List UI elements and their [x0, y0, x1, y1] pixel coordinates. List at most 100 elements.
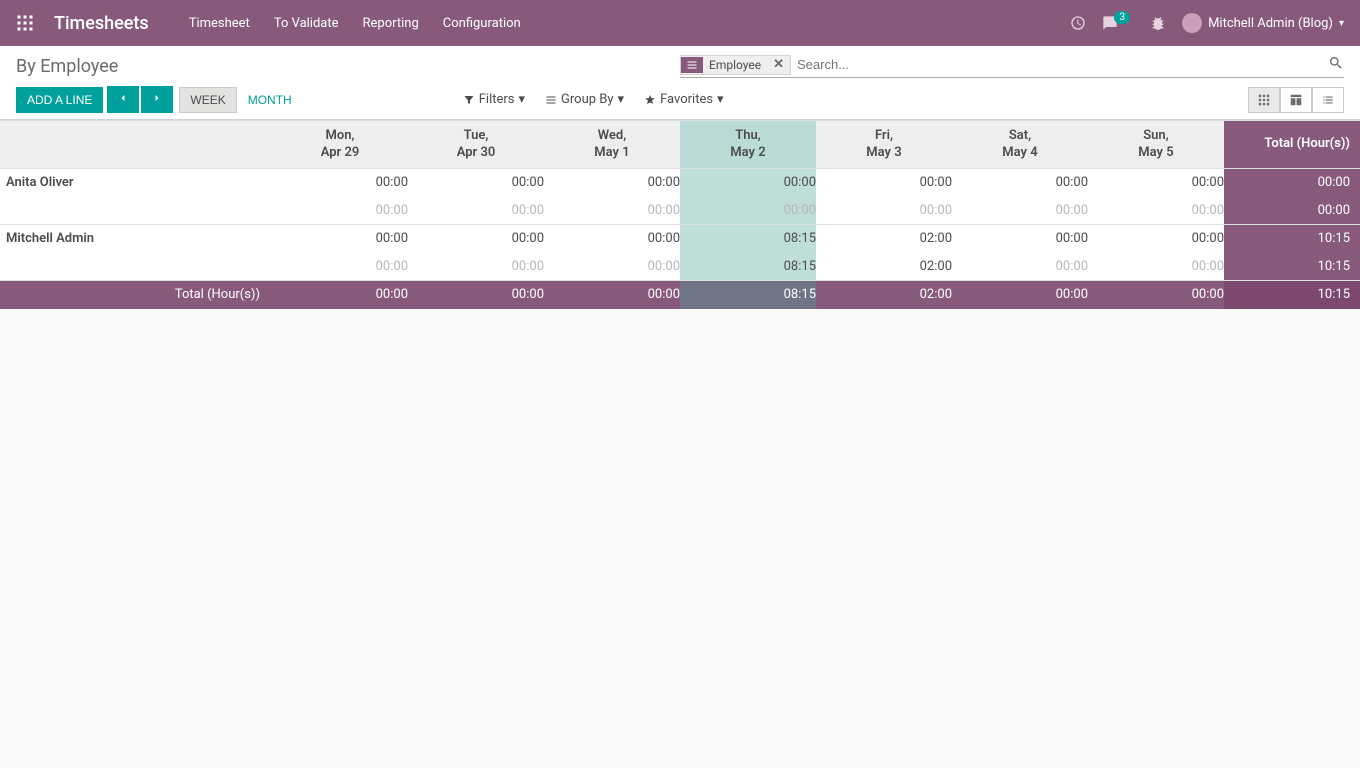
- employee-name[interactable]: Mitchell Admin: [0, 225, 272, 253]
- user-menu[interactable]: Mitchell Admin (Blog) ▾: [1182, 13, 1344, 33]
- header-day-3: Thu,May 2: [680, 121, 816, 169]
- messages-badge: 3: [1114, 11, 1130, 24]
- hour-cell: 00:00: [952, 197, 1088, 225]
- hour-cell: 00:00: [408, 253, 544, 281]
- scale-month-button[interactable]: MONTH: [237, 87, 303, 113]
- scale-week-button[interactable]: WEEK: [179, 87, 236, 113]
- nav-item-timesheet[interactable]: Timesheet: [189, 16, 250, 31]
- view-pivot-button[interactable]: [1280, 87, 1312, 113]
- employee-subtotal-row: 00:0000:0000:0000:0000:0000:0000:0000:00: [0, 197, 1360, 225]
- footer-cell: 02:00: [816, 281, 952, 309]
- hour-cell[interactable]: 00:00: [408, 225, 544, 253]
- group-by-button[interactable]: Group By ▾: [545, 92, 624, 107]
- hour-cell: 00:00: [680, 197, 816, 225]
- caret-down-icon: ▾: [519, 92, 526, 107]
- hour-cell[interactable]: 00:00: [544, 169, 680, 197]
- hour-cell: 00:00: [544, 197, 680, 225]
- header-total: Total (Hour(s)): [1224, 121, 1360, 169]
- hour-cell: 00:00: [816, 197, 952, 225]
- next-button[interactable]: [141, 86, 173, 113]
- header-row: Mon,Apr 29 Tue,Apr 30 Wed,May 1 Thu,May …: [0, 121, 1360, 169]
- cp-middle: Filters ▾ Group By ▾ Favorites ▾: [303, 92, 1248, 107]
- hour-cell: 00:00: [1088, 197, 1224, 225]
- prev-button[interactable]: [107, 86, 139, 113]
- nav-item-configuration[interactable]: Configuration: [443, 16, 521, 31]
- header-day-2: Wed,May 1: [544, 121, 680, 169]
- employee-row: Mitchell Admin00:0000:0000:0008:1502:000…: [0, 225, 1360, 253]
- hour-cell[interactable]: 08:15: [680, 225, 816, 253]
- footer-label: Total (Hour(s)): [0, 281, 272, 309]
- header-day-6: Sun,May 5: [1088, 121, 1224, 169]
- hour-cell[interactable]: 00:00: [272, 169, 408, 197]
- caret-down-icon: ▾: [717, 92, 724, 107]
- user-name: Mitchell Admin (Blog): [1208, 16, 1333, 31]
- caret-down-icon: ▾: [618, 92, 625, 107]
- hour-cell: 00:00: [272, 197, 408, 225]
- bug-icon[interactable]: [1150, 15, 1166, 31]
- add-line-button[interactable]: ADD A LINE: [16, 87, 103, 113]
- hour-cell: 08:15: [680, 253, 816, 281]
- clock-icon[interactable]: [1070, 15, 1086, 31]
- header-day-1: Tue,Apr 30: [408, 121, 544, 169]
- footer-cell: 00:00: [408, 281, 544, 309]
- hour-cell[interactable]: 00:00: [1088, 169, 1224, 197]
- footer-cell: 00:00: [272, 281, 408, 309]
- timesheet-grid: Mon,Apr 29 Tue,Apr 30 Wed,May 1 Thu,May …: [0, 120, 1360, 309]
- hour-cell: 00:00: [544, 253, 680, 281]
- hour-cell[interactable]: 02:00: [816, 225, 952, 253]
- filters-button[interactable]: Filters ▾: [463, 92, 525, 107]
- hour-cell[interactable]: 00:00: [408, 169, 544, 197]
- footer-cell: 00:00: [952, 281, 1088, 309]
- hour-cell: 00:00: [272, 253, 408, 281]
- employee-name[interactable]: Anita Oliver: [0, 169, 272, 197]
- app-title[interactable]: Timesheets: [54, 13, 149, 34]
- cp-left: ADD A LINE WEEK MONTH: [16, 86, 303, 113]
- search-icon[interactable]: [1328, 55, 1344, 75]
- systray: 3 Mitchell Admin (Blog) ▾: [1070, 13, 1344, 33]
- nav-menu: Timesheet To Validate Reporting Configur…: [189, 16, 1071, 31]
- row-total: 10:15: [1224, 253, 1360, 281]
- hour-cell[interactable]: 00:00: [544, 225, 680, 253]
- filters-label: Filters: [479, 92, 515, 107]
- nav-item-to-validate[interactable]: To Validate: [274, 16, 339, 31]
- hour-cell[interactable]: 00:00: [272, 225, 408, 253]
- hour-cell: 00:00: [952, 253, 1088, 281]
- view-switcher: [1248, 87, 1344, 113]
- view-grid-button[interactable]: [1248, 87, 1280, 113]
- favorites-button[interactable]: Favorites ▾: [644, 92, 724, 107]
- messages-icon[interactable]: 3: [1102, 15, 1134, 31]
- group-by-label: Group By: [561, 92, 614, 107]
- nav-item-reporting[interactable]: Reporting: [363, 16, 419, 31]
- blank-cell: [0, 197, 272, 225]
- hour-cell: 02:00: [816, 253, 952, 281]
- topbar: Timesheets Timesheet To Validate Reporti…: [0, 0, 1360, 46]
- footer-cell: 08:15: [680, 281, 816, 309]
- facet-remove[interactable]: ✕: [767, 57, 790, 72]
- apps-icon[interactable]: [16, 14, 34, 32]
- list-icon: [681, 57, 703, 73]
- hour-cell: 00:00: [1088, 253, 1224, 281]
- header-day-5: Sat,May 4: [952, 121, 1088, 169]
- hour-cell[interactable]: 00:00: [952, 225, 1088, 253]
- row-total: 00:00: [1224, 197, 1360, 225]
- caret-down-icon: ▾: [1339, 18, 1344, 29]
- hour-cell[interactable]: 00:00: [952, 169, 1088, 197]
- footer-cell: 00:00: [1088, 281, 1224, 309]
- row-total: 10:15: [1224, 225, 1360, 253]
- view-list-button[interactable]: [1312, 87, 1344, 113]
- header-day-4: Fri,May 3: [816, 121, 952, 169]
- avatar: [1182, 13, 1202, 33]
- hour-cell[interactable]: 00:00: [1088, 225, 1224, 253]
- header-day-0: Mon,Apr 29: [272, 121, 408, 169]
- control-panel: By Employee Employee ✕ ADD A LINE: [0, 46, 1360, 120]
- hour-cell[interactable]: 00:00: [680, 169, 816, 197]
- breadcrumb: By Employee: [16, 56, 680, 77]
- footer-cell: 00:00: [544, 281, 680, 309]
- footer-total: 10:15: [1224, 281, 1360, 309]
- facet-label: Employee: [703, 56, 767, 74]
- header-name: [0, 121, 272, 169]
- search-area: Employee ✕: [680, 54, 1344, 78]
- hour-cell[interactable]: 00:00: [816, 169, 952, 197]
- search-facet: Employee ✕: [680, 55, 791, 75]
- search-input[interactable]: [797, 54, 1328, 75]
